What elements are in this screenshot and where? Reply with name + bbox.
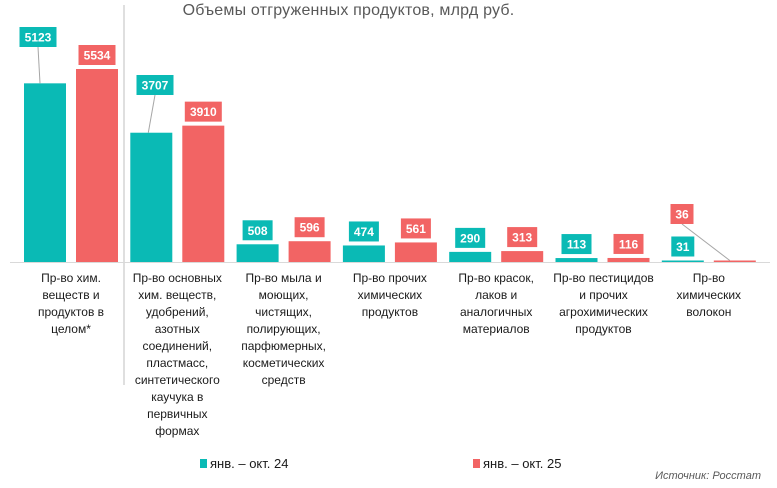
source-note: Источник: Росстат bbox=[655, 470, 761, 482]
data-label: 474 bbox=[354, 225, 374, 239]
bar-2025-0 bbox=[76, 69, 118, 262]
leader-line bbox=[37, 46, 41, 84]
data-label: 596 bbox=[300, 221, 320, 235]
data-label: 31 bbox=[676, 240, 690, 254]
bar-2025-2 bbox=[288, 241, 331, 262]
category-label: Пр-во хим. веществ и продуктов в целом* bbox=[37, 271, 105, 336]
bar-2024-5 bbox=[555, 258, 598, 262]
legend-swatch-2025 bbox=[473, 459, 480, 468]
data-label-box bbox=[455, 227, 486, 248]
data-label-box bbox=[561, 234, 592, 255]
data-label: 36 bbox=[675, 208, 689, 222]
bar-2024-1 bbox=[130, 132, 173, 262]
bar-2025-1 bbox=[182, 125, 225, 262]
leader-line bbox=[147, 94, 156, 133]
category-label: Пр-во пестицидов и прочих агрохимических… bbox=[553, 271, 654, 336]
data-label: 313 bbox=[512, 231, 532, 245]
data-label-box bbox=[78, 45, 116, 65]
data-label-box bbox=[670, 204, 694, 224]
data-label: 5534 bbox=[84, 49, 111, 63]
bar-2025-3 bbox=[394, 242, 437, 262]
data-label: 290 bbox=[460, 231, 480, 245]
category-label: Пр-во прочих химических продуктов bbox=[352, 271, 427, 319]
legend-label-2024: янв. – окт. 24 bbox=[210, 456, 289, 471]
bar-2024-6 bbox=[661, 260, 704, 262]
legend-label-2025: янв. – окт. 25 bbox=[483, 456, 562, 471]
data-label-box bbox=[184, 101, 222, 122]
data-label: 5123 bbox=[25, 31, 52, 45]
data-label: 3910 bbox=[190, 105, 217, 119]
bar-2024-4 bbox=[449, 251, 492, 262]
data-label-box bbox=[242, 220, 273, 241]
category-label: Пр-во основных хим. веществ, удобрений, … bbox=[132, 271, 222, 438]
bar-2024-2 bbox=[236, 244, 279, 262]
data-label-box bbox=[348, 221, 379, 242]
bar-2024-0 bbox=[24, 83, 66, 262]
data-label: 116 bbox=[619, 237, 639, 251]
data-label-box bbox=[400, 218, 431, 239]
bar-2025-6 bbox=[713, 260, 756, 262]
data-label-box bbox=[136, 75, 174, 95]
data-label: 3707 bbox=[142, 79, 169, 93]
legend-swatch-2024 bbox=[200, 459, 207, 468]
data-label: 561 bbox=[406, 222, 426, 236]
chart-title-text: Объемы отгруженных продуктов, млрд руб. bbox=[182, 2, 515, 19]
category-label: Пр-во красок, лаков и аналогичных матери… bbox=[458, 271, 534, 336]
leader-line bbox=[681, 223, 731, 261]
data-label-box bbox=[613, 233, 644, 254]
data-label-box bbox=[19, 27, 57, 47]
data-label: 113 bbox=[567, 238, 587, 252]
bar-2025-4 bbox=[501, 251, 544, 262]
bar-2025-5 bbox=[607, 257, 650, 262]
bar-2024-3 bbox=[342, 245, 385, 262]
data-label-box bbox=[671, 236, 695, 257]
chart-title: Объемы отгруженных продуктов, млрд руб. bbox=[0, 2, 777, 20]
data-label: 508 bbox=[248, 224, 268, 238]
data-label-box bbox=[507, 227, 538, 248]
legend-item-2025: янв. – окт. 25 bbox=[473, 456, 561, 471]
data-label-box bbox=[294, 217, 325, 238]
legend-item-2024: янв. – окт. 24 bbox=[200, 456, 288, 471]
category-label: Пр-во химических волокон bbox=[676, 271, 742, 319]
category-label: Пр-во мыла и моющих, чистящих, полирующи… bbox=[241, 271, 326, 387]
